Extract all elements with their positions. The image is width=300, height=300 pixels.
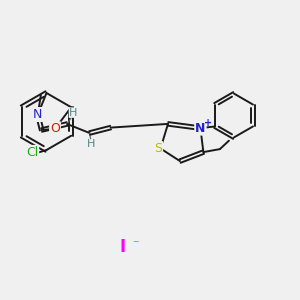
Text: I: I — [120, 238, 126, 256]
Text: +: + — [204, 118, 212, 128]
Text: S: S — [154, 142, 162, 155]
Text: N: N — [195, 122, 206, 135]
Text: ⁻: ⁻ — [132, 238, 139, 252]
Text: Cl: Cl — [26, 146, 38, 159]
Text: N: N — [33, 108, 43, 121]
Text: H: H — [69, 108, 77, 118]
Text: H: H — [87, 140, 95, 149]
Text: O: O — [50, 122, 60, 135]
